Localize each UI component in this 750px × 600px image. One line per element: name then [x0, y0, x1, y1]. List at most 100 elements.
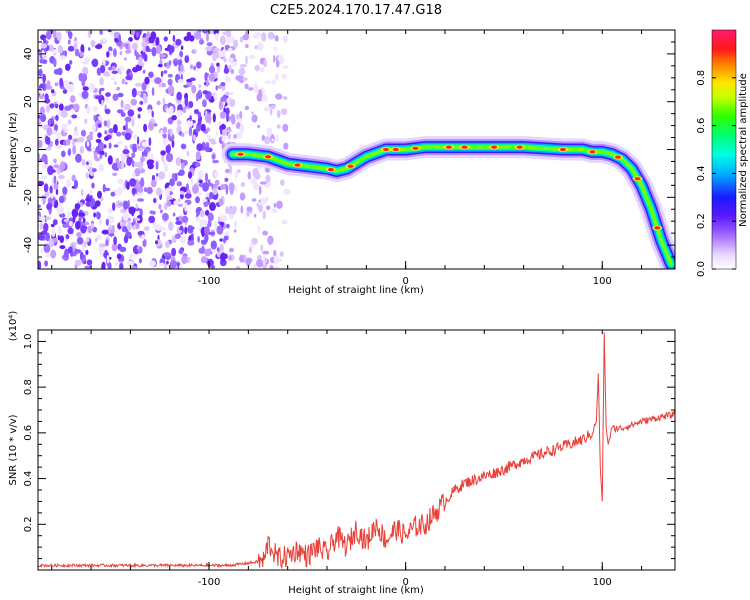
noise-speck [153, 123, 158, 127]
noise-speck [191, 84, 197, 94]
noise-speck [206, 33, 209, 42]
noise-speck [112, 172, 118, 176]
noise-speck [111, 243, 118, 252]
noise-speck [83, 260, 87, 265]
noise-speck [94, 157, 101, 162]
noise-speck [96, 234, 102, 240]
noise-speck [131, 172, 136, 178]
noise-speck [175, 220, 182, 225]
noise-speck [148, 71, 154, 78]
noise-speck [99, 30, 103, 35]
noise-speck [223, 107, 226, 113]
noise-speck [58, 103, 64, 112]
noise-speck [135, 145, 141, 149]
noise-speck [238, 67, 246, 76]
noise-speck [39, 94, 44, 100]
noise-speck [88, 47, 91, 51]
noise-speck [131, 160, 135, 168]
noise-speck [225, 30, 232, 38]
noise-speck [78, 212, 86, 217]
noise-speck [273, 265, 280, 269]
noise-speck [163, 164, 169, 173]
noise-speck [171, 115, 177, 121]
noise-speck [45, 30, 52, 40]
noise-speck [224, 168, 230, 174]
noise-speck [130, 266, 138, 269]
noise-speck [251, 114, 258, 123]
x-tick-label: -100 [198, 276, 221, 287]
noise-speck [187, 119, 193, 128]
noise-speck [99, 64, 106, 74]
noise-speck [127, 260, 134, 267]
noise-speck [63, 218, 69, 223]
noise-speck [239, 64, 247, 68]
colorbar-label: Normalized spectral amplitude [738, 73, 749, 227]
noise-speck [43, 243, 51, 253]
noise-speck [133, 161, 140, 168]
noise-speck [165, 144, 171, 154]
noise-speck [113, 144, 119, 148]
noise-speck [124, 103, 131, 111]
noise-speck [54, 138, 59, 146]
noise-speck [143, 95, 148, 104]
y-tick-label: -40 [23, 237, 34, 253]
noise-speck [104, 130, 108, 135]
noise-speck [98, 163, 104, 172]
noise-speck [86, 141, 90, 147]
noise-speck [206, 79, 209, 87]
noise-speck [116, 131, 122, 137]
noise-speck [189, 77, 196, 82]
noise-speck [136, 245, 140, 250]
noise-speck [150, 179, 157, 188]
noise-speck [49, 195, 56, 204]
noise-speck [254, 45, 258, 50]
noise-speck [92, 168, 97, 173]
noise-speck [248, 246, 252, 254]
noise-speck [270, 105, 276, 110]
noise-speck [42, 73, 46, 83]
noise-speck [88, 30, 91, 39]
noise-speck [160, 54, 167, 58]
noise-speck [74, 203, 81, 210]
colorbar-tick-label: 0.0 [696, 261, 707, 277]
noise-speck [176, 109, 183, 117]
noise-speck [135, 203, 139, 209]
noise-speck [210, 265, 216, 269]
noise-speck [148, 215, 156, 224]
noise-speck [48, 118, 51, 127]
noise-speck [45, 232, 50, 242]
noise-speck [52, 30, 57, 39]
noise-speck [208, 182, 214, 187]
noise-speck [275, 93, 283, 100]
noise-speck [198, 39, 205, 45]
colorbar-tick-label: 0.4 [696, 165, 707, 181]
noise-speck [72, 144, 77, 155]
noise-speck [224, 91, 230, 96]
noise-speck [244, 105, 250, 111]
noise-speck [143, 226, 150, 232]
noise-speck [76, 237, 84, 245]
noise-speck [72, 138, 79, 143]
noise-speck [98, 88, 102, 96]
noise-speck [201, 219, 209, 226]
noise-speck [110, 76, 116, 81]
noise-speck [264, 257, 268, 262]
noise-speck [113, 236, 117, 246]
noise-speck [45, 216, 51, 220]
noise-speck [259, 66, 265, 73]
noise-speck [155, 36, 160, 47]
noise-speck [81, 73, 88, 82]
noise-speck [226, 223, 230, 229]
noise-speck [85, 221, 90, 226]
noise-speck [137, 56, 143, 66]
noise-speck [168, 105, 174, 114]
noise-speck [251, 111, 254, 115]
noise-speck [113, 124, 118, 134]
noise-speck [218, 100, 223, 111]
noise-speck [151, 87, 155, 97]
noise-speck [39, 88, 44, 96]
noise-speck [197, 169, 204, 180]
noise-speck [53, 183, 59, 190]
noise-speck [125, 121, 128, 131]
noise-speck [184, 97, 189, 107]
